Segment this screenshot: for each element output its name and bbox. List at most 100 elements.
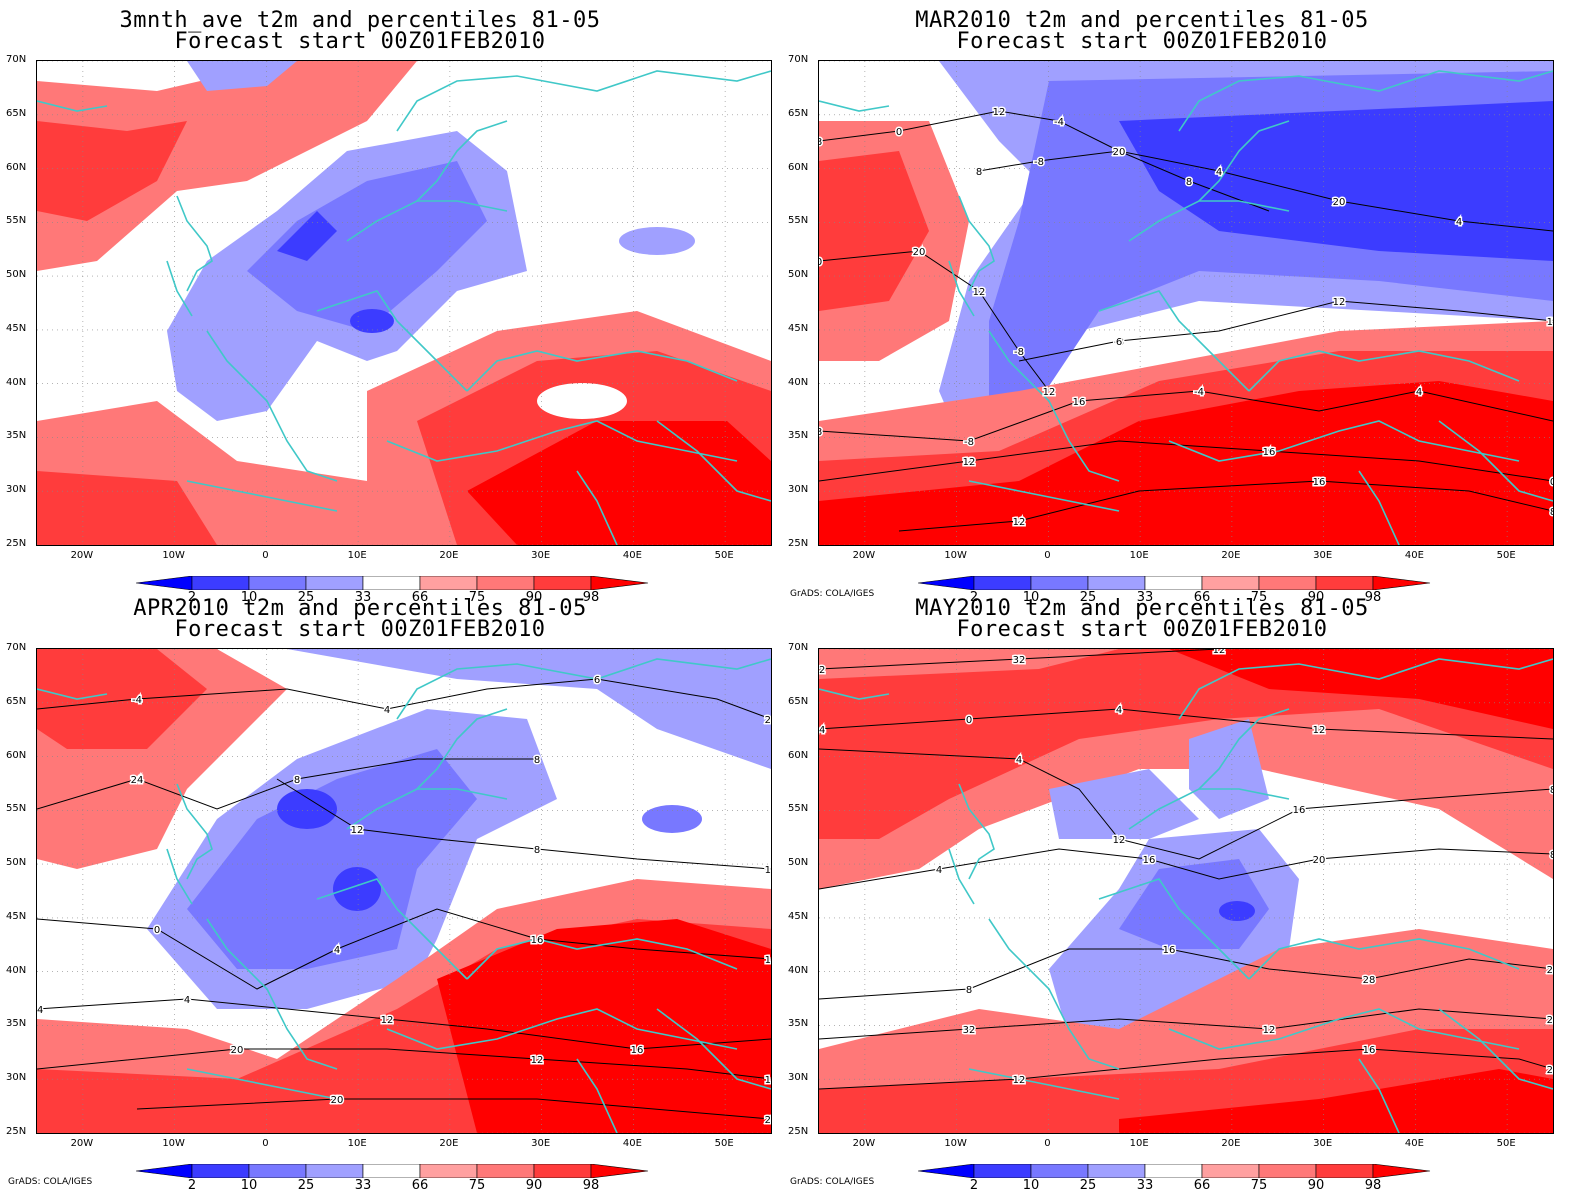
shade-neutral-aegean xyxy=(537,383,627,419)
colorbar-arrow-right xyxy=(590,575,649,591)
lat-label: 45N xyxy=(788,322,809,334)
lon-label: 10E xyxy=(347,1138,367,1149)
contour-line xyxy=(819,649,1220,670)
contour-label: -8 xyxy=(1014,347,1024,358)
contour-line xyxy=(1018,300,1553,362)
contour-line xyxy=(978,150,1553,232)
colorbar-label: 33 xyxy=(1136,590,1154,605)
contour-line xyxy=(819,390,1553,442)
colorbar-label: 2 xyxy=(187,590,197,605)
lon-label: 30E xyxy=(1313,1138,1333,1149)
lon-label: 20E xyxy=(1221,1138,1241,1149)
contour-label: 20 xyxy=(913,247,926,258)
lon-label: 50E xyxy=(714,550,734,561)
colorbar-box xyxy=(1030,575,1089,591)
lat-label: 65N xyxy=(6,695,27,707)
contour-line xyxy=(819,848,1553,890)
contour-line xyxy=(819,708,1553,740)
lon-label: 0 xyxy=(262,1138,269,1149)
colorbar-label: 75 xyxy=(468,590,486,605)
contour-label: -8 xyxy=(964,457,974,468)
lon-label: 50E xyxy=(1496,550,1516,561)
lat-label: 35N xyxy=(6,430,27,442)
contour-label: 8 xyxy=(1550,507,1553,518)
lat-label: 55N xyxy=(6,803,27,815)
coastline xyxy=(416,120,508,202)
contour-label: -8 xyxy=(1114,337,1124,348)
contour-label: 20 xyxy=(1547,1015,1553,1026)
lat-label: 45N xyxy=(788,910,809,922)
coastline xyxy=(166,848,193,905)
contour-label: 0 xyxy=(1316,477,1322,488)
colorbar-label: 90 xyxy=(525,590,543,605)
shade-cold-scand xyxy=(1189,719,1269,819)
colorbar-box xyxy=(305,1163,364,1179)
coastline xyxy=(988,330,1120,482)
colorbar-label: 33 xyxy=(354,590,372,605)
coastline xyxy=(1358,470,1400,545)
lon-label: 20W xyxy=(852,550,876,561)
contour-label: 28 xyxy=(1363,975,1376,986)
colorbar-box xyxy=(973,575,1032,591)
contour-label: 16 xyxy=(1163,945,1176,956)
lat-label: 45N xyxy=(6,322,27,334)
lon-label: 10E xyxy=(1129,550,1149,561)
colorbar-arrow-left xyxy=(135,575,193,591)
colorbar-box xyxy=(1201,1163,1260,1179)
shade-cold-europe-mid xyxy=(247,161,487,331)
lat-label: 55N xyxy=(788,215,809,227)
contour-label: 12 xyxy=(1333,297,1346,308)
coastline xyxy=(948,848,975,905)
colorbar-box xyxy=(533,575,592,591)
colorbar-box xyxy=(1144,1163,1203,1179)
colorbar-box xyxy=(419,575,478,591)
contour-label: 20 xyxy=(331,1095,344,1106)
colorbar-label: 98 xyxy=(582,1178,600,1193)
contour-label: 0 xyxy=(966,715,972,726)
contour-label: 0 xyxy=(354,825,360,836)
shade-cold-europe-mid xyxy=(1119,859,1269,949)
lat-label: 35N xyxy=(788,1018,809,1030)
lon-label: 40E xyxy=(622,1138,642,1149)
coastline xyxy=(1168,420,1520,462)
contour-label: 8 xyxy=(966,985,972,996)
colorbar-label: 98 xyxy=(1364,1178,1382,1193)
colorbar-box xyxy=(191,1163,250,1179)
colorbar-label: 25 xyxy=(1079,590,1097,605)
colorbar-arrow-right xyxy=(1372,1163,1431,1179)
contour-label: 20 xyxy=(1333,197,1346,208)
contour-label: 12 xyxy=(531,1055,544,1066)
contour-label: 8 xyxy=(976,167,982,178)
panel-subtitle: Forecast start 00Z01FEB2010 xyxy=(174,617,546,642)
contour-label: 0 xyxy=(896,127,902,138)
map-area: -4 -4 0 0 4 4 8 4 8 8 4 12 12 8 6 8 12 16 16 16 20 20 24 12 16 24… xyxy=(36,648,772,1134)
panel-subtitle: Forecast start 00Z01FEB2010 xyxy=(174,29,546,54)
colorbar-box xyxy=(1144,575,1203,591)
contour-label: 8 xyxy=(534,845,540,856)
colorbar-label: 75 xyxy=(1250,1178,1268,1193)
contour-label: 12 xyxy=(1113,835,1126,846)
colorbar-box xyxy=(533,1163,592,1179)
colorbar-arrow-right xyxy=(590,1163,649,1179)
contour-label: 4 xyxy=(1550,317,1553,328)
coastline xyxy=(968,480,1120,512)
coastline xyxy=(1248,938,1520,980)
coastline xyxy=(316,290,468,392)
coastline xyxy=(396,70,771,132)
contour-label: 12 xyxy=(819,665,825,676)
colorbar-box xyxy=(191,575,250,591)
panel-title: MAY2010 t2m and percentiles 81-05 xyxy=(915,596,1369,621)
colorbar-box xyxy=(419,1163,478,1179)
colorbar-label: 2 xyxy=(969,1178,979,1193)
contour-line xyxy=(276,778,771,870)
shade-warm-north-mid xyxy=(819,649,1553,839)
coastline xyxy=(988,918,1120,1070)
lon-label: 50E xyxy=(1496,1138,1516,1149)
colorbar-box xyxy=(305,575,364,591)
shade-cold-core-b xyxy=(333,867,381,911)
lat-label: 40N xyxy=(788,964,809,976)
contour-label: 12 xyxy=(351,825,364,836)
coastline xyxy=(1098,878,1250,980)
coastline xyxy=(186,480,338,512)
lon-label: 40E xyxy=(1404,550,1424,561)
